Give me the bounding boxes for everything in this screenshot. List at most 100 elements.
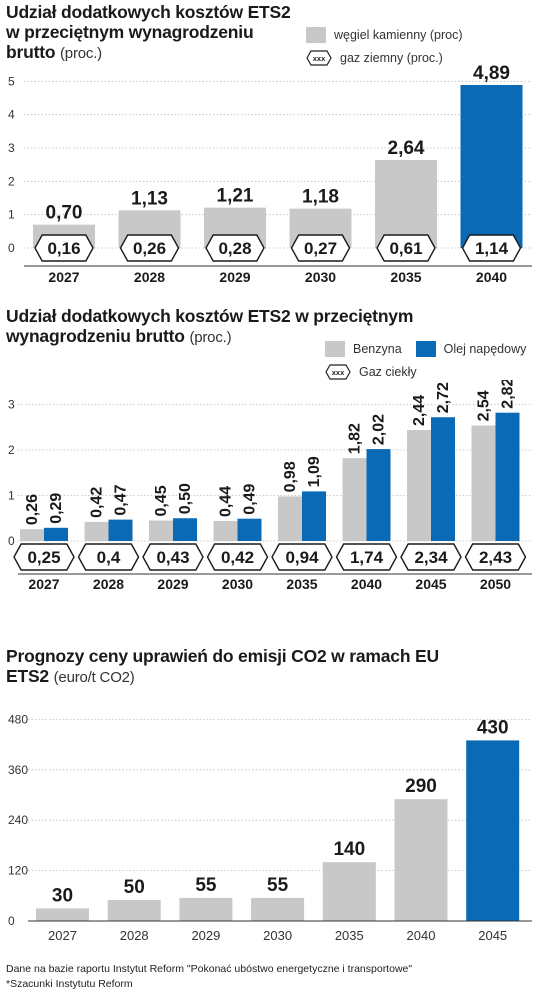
chart1-bar [460, 85, 523, 248]
chart2-lpg-hexagon [13, 543, 75, 571]
chart1-legend-gas-label: gaz ziemny (proc.) [340, 51, 443, 65]
chart2-legend-diesel-swatch [415, 341, 436, 357]
chart1-xtick: 2028 [134, 269, 165, 285]
footnote-estimate: *Szacunki Instytutu Reform [6, 978, 133, 990]
chart1-title-unit: (proc.) [60, 45, 102, 62]
chart1-gas-hexagon [119, 234, 180, 262]
chart3-bar [251, 897, 305, 921]
chart1-legend-coal-swatch [306, 27, 326, 43]
chart2-lpg-label: 2,43 [479, 548, 512, 567]
chart1-gas-label: 1,14 [475, 239, 509, 258]
chart3-xtick: 2035 [335, 928, 364, 943]
chart2-bar [407, 429, 431, 541]
chart2-bar-value: 0,45 [153, 485, 170, 516]
chart3-ytick: 480 [8, 712, 28, 726]
chart1-bar [375, 160, 437, 248]
chart2-lpg-hexagon [335, 543, 398, 571]
chart1-plot: 0 1 2 3 4 5 0,70 0,16 2027 1,13 0,26 2028 1,21 0,28 20… [8, 63, 532, 285]
chart2-bar [84, 521, 109, 541]
chart2-bar [149, 520, 173, 541]
chart2-title-unit: (proc.) [189, 329, 232, 346]
chart2-bar-value: 0,29 [48, 493, 65, 524]
chart2-lpg-hexagon [271, 543, 333, 571]
chart2-bar [213, 520, 238, 541]
footnotes: Dane na bazie raportu Instytut Reform "P… [6, 962, 412, 992]
chart2-bar [278, 496, 302, 541]
chart2-lpg-label: 0,25 [27, 548, 60, 567]
chart3-ytick: 240 [8, 813, 28, 827]
chart2-plot: 0 1 2 3 0,26 0,29 0,25 2027 0,42 0,47 0,4 2028 0,45 0… [8, 380, 532, 592]
chart2-legend-diesel-label: Olej napędowy [443, 342, 527, 356]
chart3-xtick: 2028 [120, 928, 149, 943]
chart2-bar [20, 529, 44, 541]
chart2-bar-value: 2,82 [500, 380, 517, 409]
chart3-ytick: 0 [8, 914, 15, 928]
chart1-xtick: 2030 [305, 269, 336, 285]
chart1-gas-hexagon [461, 234, 522, 262]
chart3-bar [179, 897, 233, 921]
chart1-bar-value: 1,13 [131, 188, 168, 209]
chart3-title-unit: (euro/t CO2) [53, 669, 135, 686]
chart1-bar-value: 1,21 [217, 186, 254, 207]
chart1-bar-value: 1,18 [302, 187, 339, 208]
chart3-plot: 0 120 240 360 480 30 2027 50 2028 55 2029 55 2030 140… [8, 712, 532, 943]
chart2-legend-petrol-swatch [325, 341, 345, 357]
chart1-bar-value: 0,70 [46, 203, 83, 224]
chart2-bar [173, 518, 197, 541]
chart3-bar-value: 140 [333, 839, 365, 860]
chart2-xtick: 2030 [222, 576, 253, 592]
chart1-ytick: 5 [8, 74, 15, 88]
chart3-bar [322, 862, 376, 921]
chart2-lpg-label: 2,34 [414, 548, 448, 567]
chart3-bar-value: 430 [477, 717, 509, 738]
chart3-title: Prognozy ceny uprawień do emisji CO2 w r… [6, 646, 456, 688]
chart2-legend-row1: Benzyna Olej napędowy [325, 339, 526, 359]
chart3-bar-value: 290 [405, 776, 437, 797]
chart3-title-text: Prognozy ceny uprawień do emisji CO2 w r… [6, 646, 439, 686]
chart2-bar-value: 2,72 [435, 382, 452, 413]
chart3-bar-value: 30 [52, 885, 73, 906]
chart1-bar-value: 4,89 [473, 63, 510, 84]
chart1-ytick: 4 [8, 108, 15, 122]
chart2-xtick: 2035 [286, 576, 317, 592]
chart2-bar-value: 0,50 [177, 483, 194, 514]
chart2-bar [44, 527, 68, 541]
chart2-bar [237, 518, 262, 541]
chart2-bar-value: 0,44 [218, 486, 235, 517]
chart2-bar [366, 449, 391, 541]
chart1-gas-hexagon [290, 234, 351, 262]
chart2-bar-value: 2,54 [476, 390, 493, 421]
chart3-ytick: 120 [8, 864, 28, 878]
chart2-lpg-label: 0,42 [221, 548, 254, 567]
chart1-xtick: 2035 [390, 269, 421, 285]
chart2-bar [302, 491, 326, 541]
chart2-bar-value: 2,02 [371, 414, 388, 445]
chart1-gas-label: 0,26 [133, 239, 166, 258]
chart2-ytick: 0 [8, 534, 15, 548]
chart3-xtick: 2040 [407, 928, 436, 943]
chart1-gas-label: 0,28 [218, 239, 251, 258]
chart1-legend-marker: xxx [313, 54, 326, 63]
chart2-bar [471, 425, 496, 541]
chart2-xtick: 2040 [351, 576, 382, 592]
chart2-xtick: 2029 [157, 576, 188, 592]
chart1-legend-coal-label: węgiel kamienny (proc) [334, 28, 463, 42]
chart2-xtick: 2045 [415, 576, 446, 592]
chart2-lpg-hexagon [464, 543, 527, 571]
chart1-gas-hexagon [376, 234, 436, 262]
chart3-bar-value: 50 [124, 877, 145, 898]
chart1-gas-label: 0,61 [389, 239, 422, 258]
chart1-xtick: 2027 [48, 269, 79, 285]
chart1-xtick: 2029 [219, 269, 250, 285]
chart2-bar-value: 0,42 [89, 487, 106, 518]
chart2-xtick: 2027 [28, 576, 59, 592]
chart2-bar-value: 0,47 [113, 484, 130, 515]
chart2-lpg-label: 0,43 [156, 548, 189, 567]
chart2-title-text: Udział dodatkowych kosztów ETS2 w przeci… [6, 306, 414, 346]
chart2-ytick: 3 [8, 398, 15, 412]
chart1-gas-label: 0,27 [304, 239, 337, 258]
chart3-xtick: 2030 [263, 928, 292, 943]
footnote-source: Dane na bazie raportu Instytut Reform "P… [6, 963, 413, 975]
chart3-xtick: 2029 [191, 928, 220, 943]
chart3-xtick: 2027 [48, 928, 77, 943]
